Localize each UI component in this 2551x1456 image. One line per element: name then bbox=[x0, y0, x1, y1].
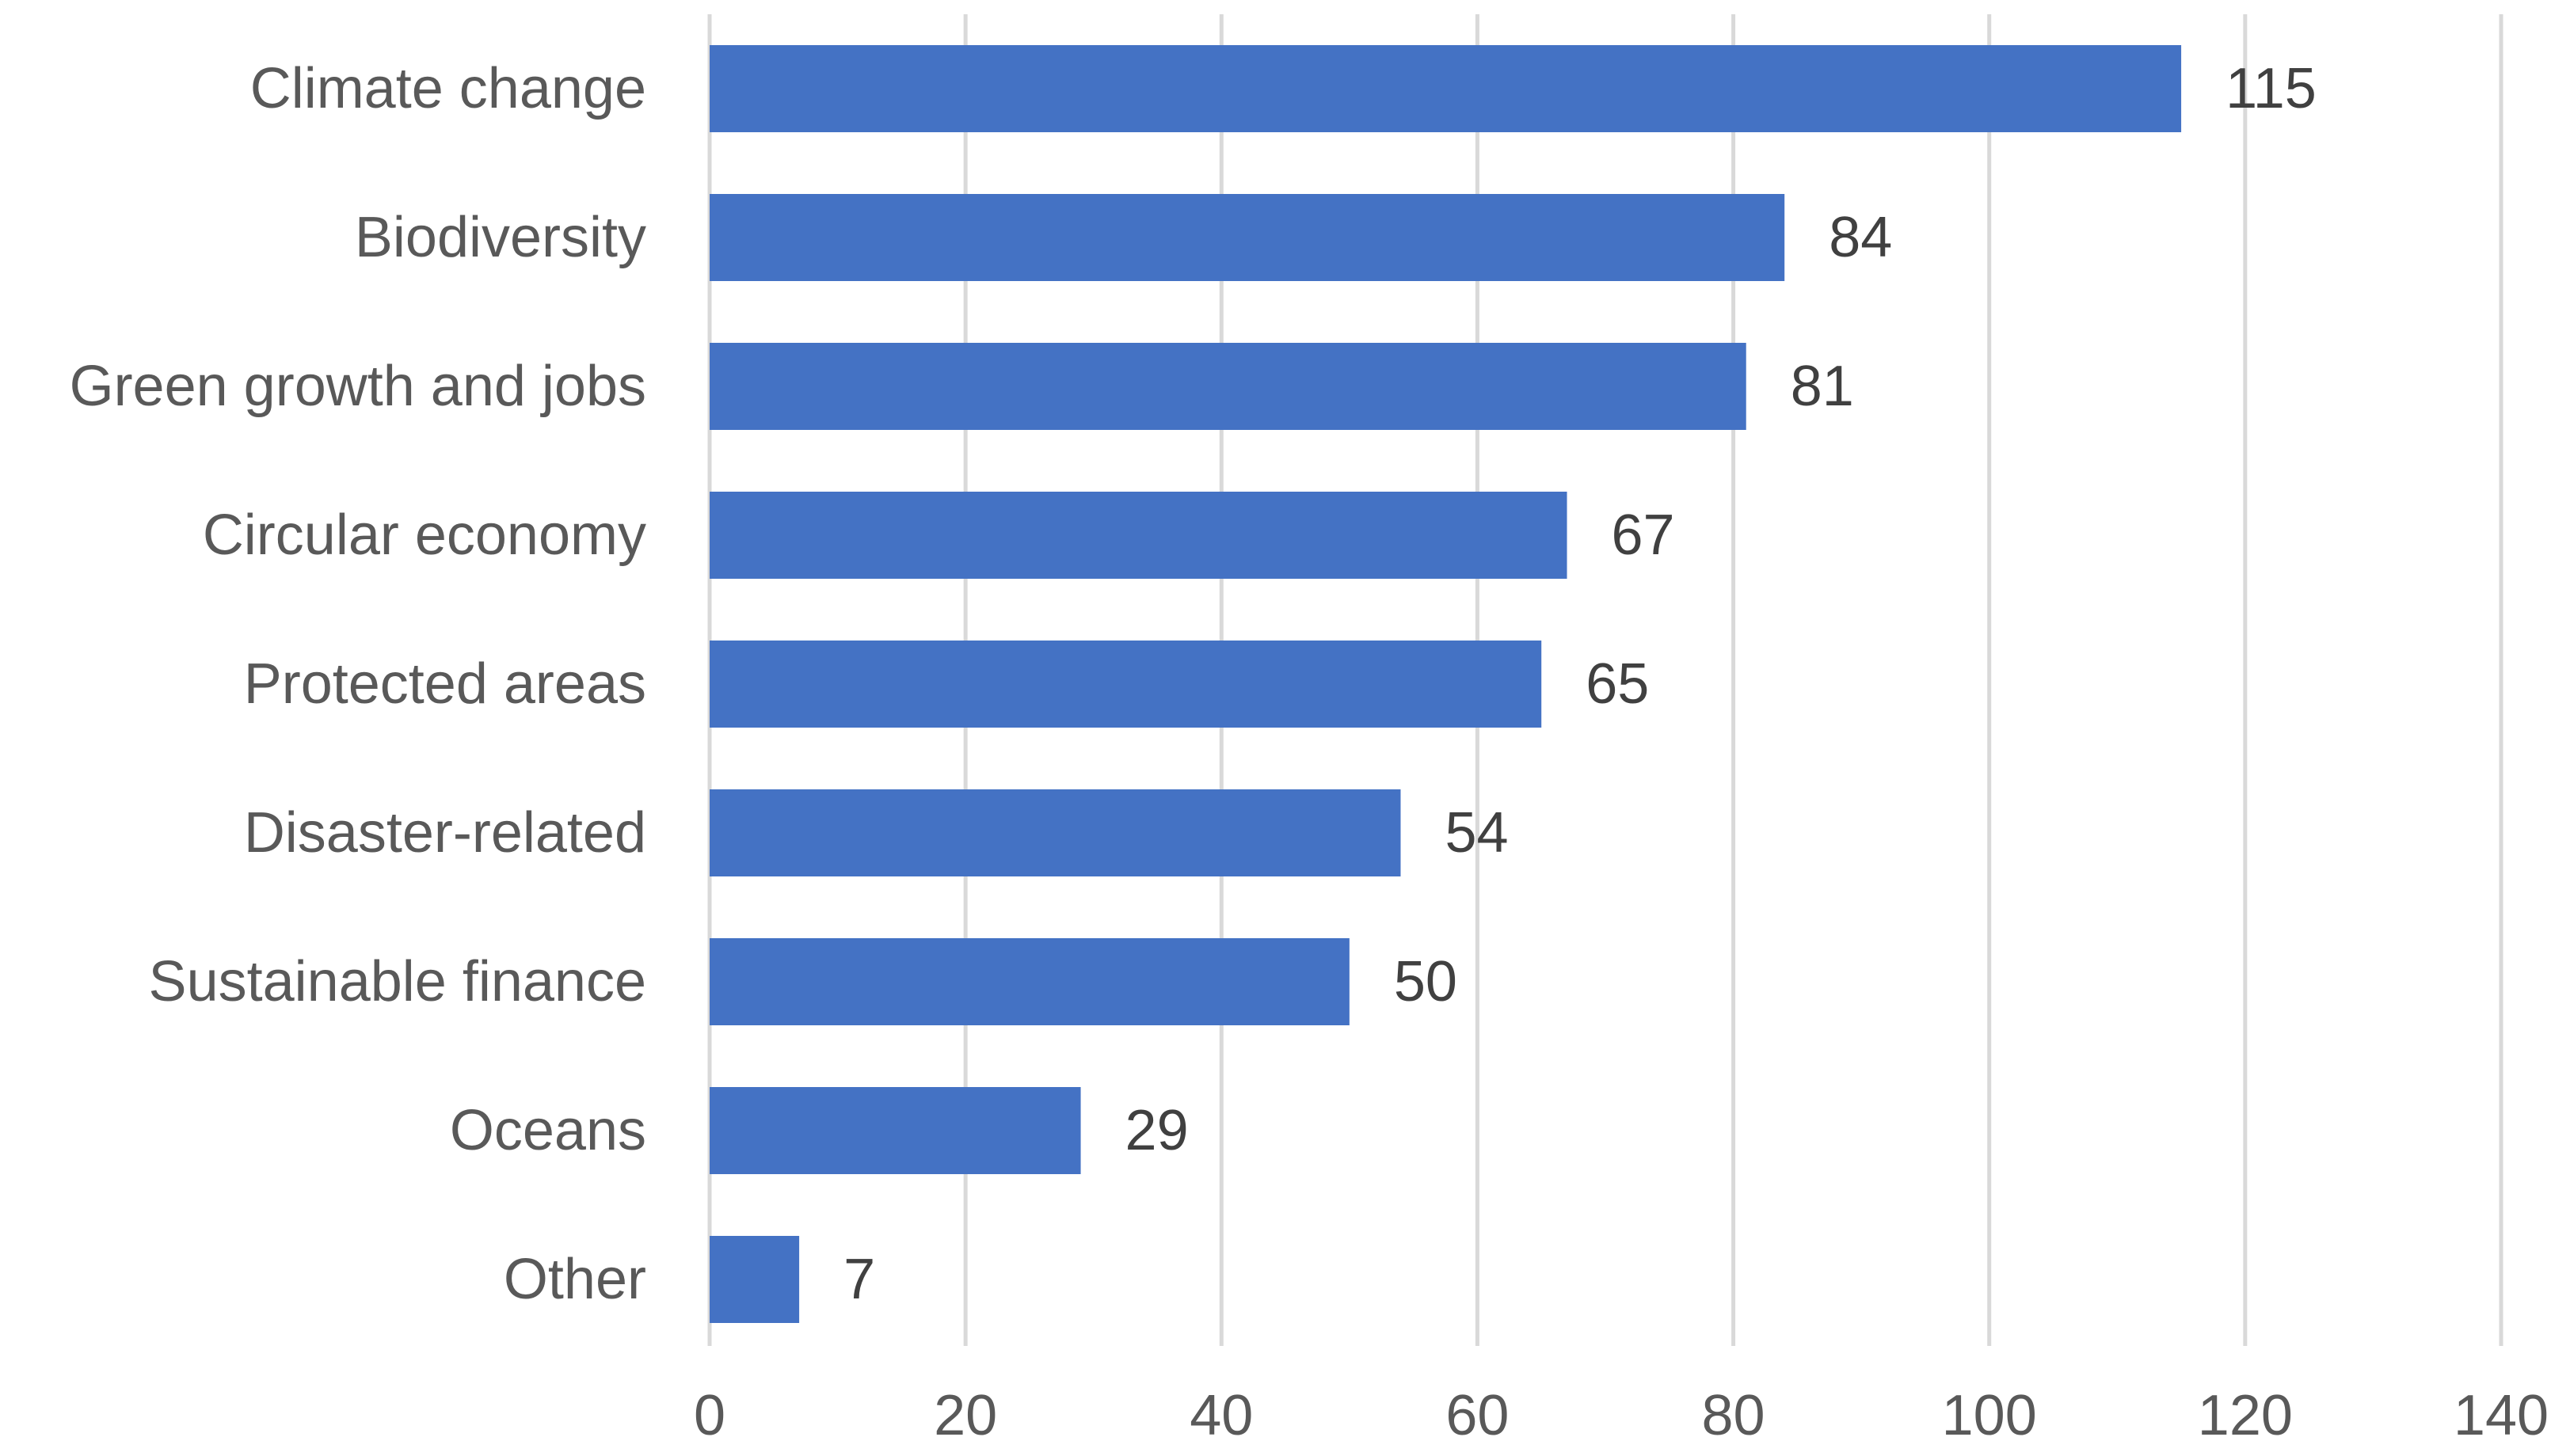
data-label: 81 bbox=[1791, 355, 1854, 418]
data-label: 54 bbox=[1445, 801, 1508, 865]
bar bbox=[710, 789, 1401, 876]
category-label: Sustainable finance bbox=[149, 950, 646, 1013]
bar bbox=[710, 641, 1542, 728]
bar bbox=[710, 343, 1746, 430]
bar bbox=[710, 194, 1785, 281]
x-tick-label: 60 bbox=[1445, 1384, 1509, 1447]
x-tick-label: 140 bbox=[2454, 1384, 2549, 1447]
x-tick-label: 20 bbox=[934, 1384, 997, 1447]
data-label: 29 bbox=[1125, 1099, 1189, 1162]
bar bbox=[710, 1087, 1081, 1174]
data-label: 115 bbox=[2225, 57, 2317, 120]
category-labels: Climate change Biodiversity Green growth a… bbox=[70, 57, 646, 1311]
x-axis-tick-labels: 0 20 40 60 80 100 120 140 bbox=[694, 1384, 2549, 1447]
x-tick-label: 80 bbox=[1702, 1384, 1765, 1447]
category-label: Biodiversity bbox=[355, 206, 646, 269]
bar bbox=[710, 492, 1567, 579]
category-label: Other bbox=[504, 1248, 646, 1311]
x-tick-label: 120 bbox=[2198, 1384, 2293, 1447]
bars bbox=[710, 45, 2182, 1323]
x-tick-label: 100 bbox=[1942, 1384, 2037, 1447]
x-tick-label: 40 bbox=[1190, 1384, 1253, 1447]
data-label: 65 bbox=[1586, 652, 1649, 716]
data-label: 84 bbox=[1829, 206, 1892, 269]
data-label: 67 bbox=[1612, 504, 1675, 567]
category-label: Oceans bbox=[450, 1099, 646, 1162]
category-label: Protected areas bbox=[244, 652, 646, 716]
bar bbox=[710, 45, 2182, 132]
category-label: Green growth and jobs bbox=[70, 355, 646, 418]
data-label: 50 bbox=[1394, 950, 1457, 1013]
data-labels: 115 84 81 67 65 54 50 29 7 bbox=[843, 57, 2317, 1311]
x-tick-label: 0 bbox=[694, 1384, 725, 1447]
category-label: Climate change bbox=[250, 57, 646, 120]
category-label: Disaster-related bbox=[244, 801, 646, 865]
data-label: 7 bbox=[843, 1248, 875, 1311]
bar bbox=[710, 938, 1350, 1025]
category-label: Circular economy bbox=[203, 504, 646, 567]
bar bbox=[710, 1236, 800, 1323]
